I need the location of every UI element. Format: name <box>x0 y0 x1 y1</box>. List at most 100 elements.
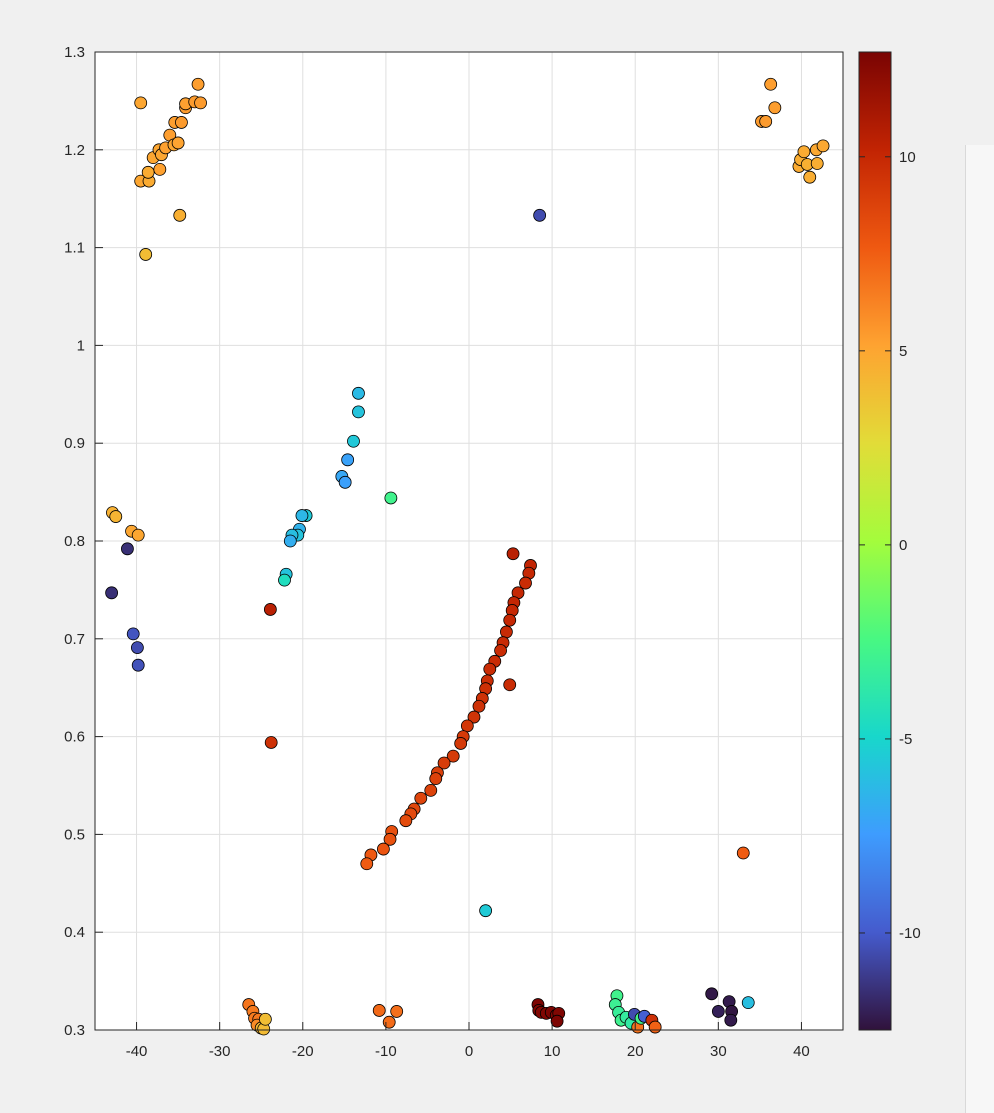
data-point <box>479 904 493 918</box>
x-tick-label: 10 <box>544 1043 561 1060</box>
y-axis: 0.3 0.4 0.5 0.6 0.7 0.8 0.9 1 1.1 1.2 1.3 <box>64 44 103 1039</box>
colorbar <box>858 51 892 1031</box>
data-point <box>741 996 755 1010</box>
data-point <box>483 662 497 676</box>
data-point <box>338 475 352 489</box>
data-point <box>341 453 355 467</box>
data-point <box>711 1005 725 1018</box>
data-point <box>376 842 390 856</box>
data-point <box>131 528 145 542</box>
data-point <box>352 405 365 419</box>
y-tick-label: 0.7 <box>64 631 85 648</box>
colorbar-tick-label: -10 <box>899 925 921 942</box>
data-point <box>372 1004 386 1017</box>
data-point <box>454 737 468 750</box>
scatter-points <box>105 77 830 1036</box>
data-point <box>467 710 481 724</box>
data-point <box>503 613 517 627</box>
data-point <box>295 509 309 522</box>
data-point <box>499 625 513 639</box>
data-point <box>724 1013 738 1027</box>
data-point <box>460 719 474 733</box>
data-point <box>130 641 144 655</box>
x-tick-label: -20 <box>292 1043 314 1060</box>
colorbar-tick-label: 10 <box>899 149 916 166</box>
y-tick-label: 0.6 <box>64 729 85 746</box>
data-point <box>424 783 438 797</box>
data-point <box>126 627 140 641</box>
y-tick-label: 1 <box>77 337 85 354</box>
data-point <box>109 510 123 523</box>
data-point <box>803 170 817 184</box>
data-point <box>816 139 830 153</box>
y-tick-label: 0.5 <box>64 826 85 843</box>
data-point <box>134 96 148 110</box>
data-point <box>278 573 291 587</box>
data-point <box>797 145 811 159</box>
y-tick-label: 0.4 <box>64 924 85 941</box>
data-point <box>437 756 451 770</box>
data-point <box>533 208 547 222</box>
data-point <box>382 1015 396 1029</box>
data-point <box>768 101 782 115</box>
side-panel <box>965 145 994 1113</box>
y-tick-label: 1.2 <box>64 142 85 159</box>
x-tick-label: -40 <box>126 1043 148 1060</box>
data-point <box>494 644 507 657</box>
x-tick-label: -30 <box>209 1043 231 1060</box>
data-point <box>550 1014 564 1028</box>
data-point <box>121 542 134 556</box>
data-point <box>258 1012 272 1026</box>
colorbar-tick-label: -5 <box>899 731 912 748</box>
data-point <box>263 603 277 616</box>
colorbar-ticks: -10 -5 0 5 10 <box>859 149 921 942</box>
y-tick-label: 0.9 <box>64 435 85 452</box>
data-point <box>390 1005 404 1018</box>
data-point <box>347 434 360 448</box>
x-tick-label: 30 <box>710 1043 727 1060</box>
y-tick-label: 0.8 <box>64 533 85 550</box>
data-point <box>141 165 155 179</box>
data-point <box>399 814 413 828</box>
data-point <box>383 832 397 846</box>
data-point <box>472 699 486 713</box>
data-point <box>736 846 750 860</box>
data-point <box>503 678 517 692</box>
data-point <box>705 987 719 1001</box>
data-point <box>429 772 443 786</box>
data-point <box>360 857 374 871</box>
colorbar-tick-label: 5 <box>899 343 907 360</box>
data-point <box>648 1020 662 1034</box>
data-point <box>810 157 824 170</box>
y-tick-label: 1.1 <box>64 240 85 257</box>
data-point <box>506 547 520 561</box>
data-point <box>283 534 297 548</box>
data-point <box>414 791 428 805</box>
data-point <box>384 491 398 505</box>
data-point <box>173 208 187 222</box>
colorbar-tick-label: 0 <box>899 537 907 554</box>
data-point <box>105 586 119 600</box>
data-point <box>139 248 153 261</box>
data-point <box>519 576 532 590</box>
data-point <box>264 736 278 749</box>
x-tick-label: -10 <box>375 1043 397 1060</box>
data-point <box>759 115 773 128</box>
data-point <box>764 77 778 91</box>
x-tick-label: 40 <box>793 1043 810 1060</box>
data-point <box>175 116 188 129</box>
data-point <box>131 658 145 672</box>
data-point <box>446 749 460 763</box>
grid <box>95 51 843 1031</box>
data-point <box>191 77 205 91</box>
data-point <box>352 386 365 400</box>
x-tick-label: 20 <box>627 1043 644 1060</box>
data-point <box>194 96 207 110</box>
data-point <box>153 162 167 176</box>
y-tick-label: 0.3 <box>64 1022 85 1039</box>
x-tick-label: 0 <box>465 1043 473 1060</box>
y-tick-label: 1.3 <box>64 44 85 61</box>
data-point <box>171 136 185 150</box>
x-axis: -40 -30 -20 -10 0 10 20 30 40 <box>126 1022 810 1060</box>
